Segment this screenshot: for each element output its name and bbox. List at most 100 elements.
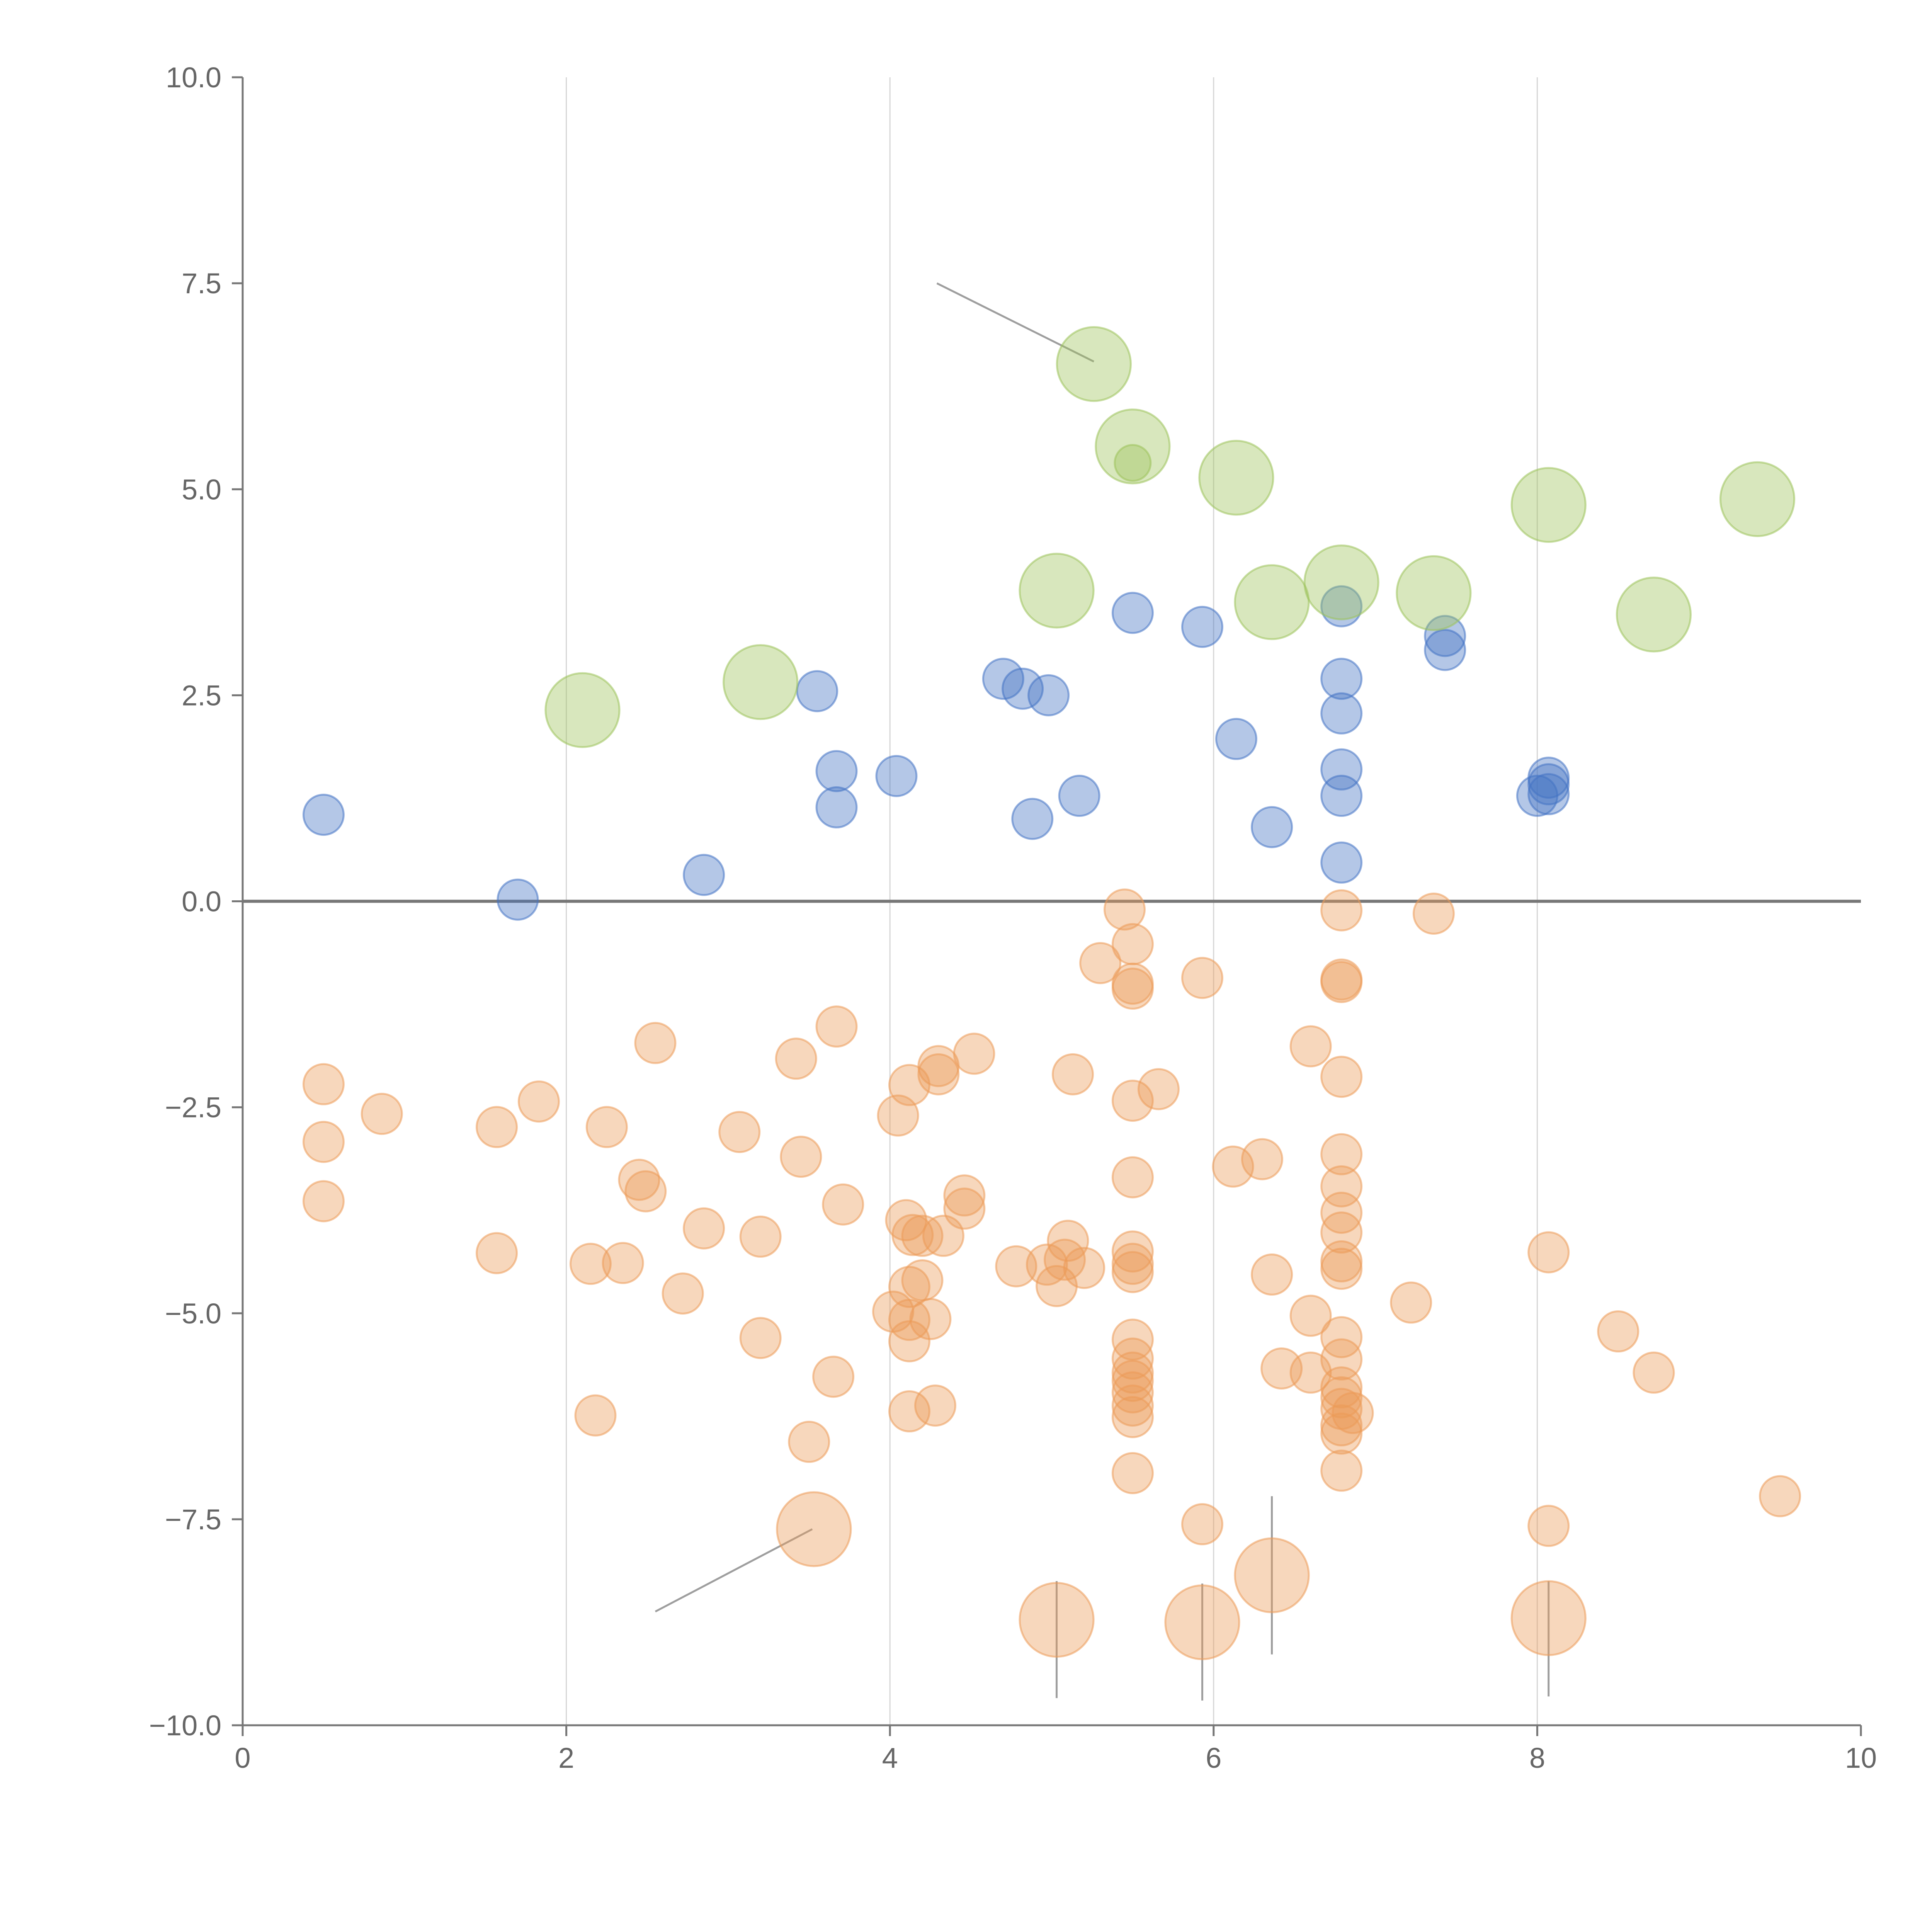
orange-bubble (624, 1170, 667, 1213)
orange-bubble (812, 1355, 855, 1398)
orange-bubble (1111, 1371, 1154, 1413)
blue-bubble (1251, 806, 1293, 849)
bubble-layer (302, 326, 1801, 1660)
orange-bubble (1320, 1412, 1363, 1455)
orange-bubble (914, 1384, 956, 1427)
orange-bubble (302, 1121, 345, 1163)
blue-bubble (1527, 763, 1570, 806)
orange-bubble (1320, 889, 1363, 932)
orange-bubble (995, 1245, 1037, 1287)
orange-bubble (1111, 1396, 1154, 1438)
orange-bubble (1289, 1025, 1332, 1068)
x-tick-label: 4 (882, 1742, 898, 1774)
orange-bubble (1181, 1503, 1223, 1546)
orange-bubble (1026, 1243, 1068, 1286)
orange-bubble (1103, 888, 1146, 931)
annotation-layer (655, 282, 1550, 1701)
x-tick-label: 10 (1845, 1742, 1877, 1774)
annotation-leader-line (655, 1528, 813, 1612)
orange-bubble (891, 1214, 934, 1256)
blue-bubble (1320, 748, 1363, 791)
orange-bubble (476, 1106, 518, 1148)
orange-bubble (1111, 1384, 1154, 1427)
orange-bubble (943, 1187, 986, 1230)
blue-bubble (1215, 718, 1257, 760)
orange-bubble (634, 1022, 677, 1064)
orange-bubble (302, 1180, 345, 1223)
orange-bubble (1164, 1584, 1240, 1660)
x-tick-label: 2 (558, 1742, 574, 1774)
orange-bubble (1051, 1053, 1094, 1095)
blue-bubble (1011, 798, 1054, 840)
blue-bubble (1424, 629, 1466, 671)
blue-bubble (815, 786, 858, 828)
y-tick-label: −2.5 (165, 1092, 221, 1124)
blue-bubble (683, 854, 725, 896)
orange-bubble (739, 1317, 782, 1359)
orange-bubble (1527, 1231, 1570, 1274)
orange-bubble (888, 1390, 930, 1433)
blue-bubble (982, 658, 1024, 700)
orange-bubble (1047, 1219, 1089, 1262)
orange-bubble (1137, 1068, 1180, 1111)
orange-bubble (909, 1298, 952, 1340)
blue-bubble (1058, 775, 1100, 817)
orange-bubble (775, 1037, 817, 1080)
orange-bubble (569, 1243, 612, 1285)
orange-bubble (822, 1183, 864, 1226)
blue-bubble (1527, 773, 1570, 815)
orange-bubble (1111, 923, 1154, 965)
y-tick-label: 7.5 (182, 267, 221, 299)
green-bubble (544, 672, 621, 748)
green-bubble (1396, 555, 1472, 631)
blue-bubble (1320, 841, 1363, 884)
orange-bubble (1759, 1475, 1801, 1517)
orange-bubble (1320, 1211, 1363, 1254)
orange-bubble (780, 1136, 822, 1178)
orange-bubble (1289, 1294, 1332, 1337)
orange-bubble (1111, 1360, 1154, 1402)
blue-bubble (497, 878, 539, 921)
orange-bubble (1320, 1316, 1363, 1359)
orange-bubble (1320, 1248, 1363, 1290)
blue-bubble (1320, 585, 1363, 628)
orange-bubble (943, 1174, 986, 1217)
orange-bubble (1111, 1156, 1154, 1199)
orange-bubble (1111, 1452, 1154, 1494)
orange-bubble (788, 1420, 830, 1463)
orange-bubble (1111, 1318, 1154, 1361)
orange-bubble (1241, 1138, 1283, 1180)
orange-bubble (718, 1111, 761, 1153)
orange-bubble (1332, 1392, 1374, 1434)
orange-bubble (1320, 1366, 1363, 1409)
blue-bubble (815, 750, 858, 793)
y-tick-label: 0.0 (182, 886, 221, 918)
green-bubble (1114, 444, 1152, 482)
orange-bubble (1111, 1337, 1154, 1380)
orange-bubble (476, 1232, 518, 1274)
blue-bubble (1320, 658, 1363, 700)
blue-bubble (1002, 667, 1044, 710)
orange-bubble (1111, 968, 1154, 1010)
orange-bubble (1412, 892, 1455, 935)
orange-bubble (953, 1032, 995, 1075)
orange-bubble (1510, 1580, 1587, 1656)
green-bubble (1510, 467, 1587, 543)
orange-bubble (888, 1320, 930, 1362)
orange-bubble (517, 1080, 560, 1123)
x-tick-label: 6 (1206, 1742, 1221, 1774)
green-bubble (1303, 544, 1379, 621)
orange-bubble (1234, 1537, 1310, 1613)
x-tick-label: 8 (1529, 1742, 1545, 1774)
orange-bubble (618, 1158, 660, 1201)
orange-bubble (662, 1272, 704, 1315)
green-bubble (1019, 553, 1095, 629)
green-bubble (1234, 564, 1310, 640)
blue-bubble (796, 670, 838, 713)
orange-bubble (602, 1242, 644, 1284)
orange-bubble (1320, 1133, 1363, 1175)
orange-bubble (683, 1207, 725, 1250)
orange-bubble (917, 1053, 960, 1095)
orange-bubble (888, 1266, 930, 1308)
